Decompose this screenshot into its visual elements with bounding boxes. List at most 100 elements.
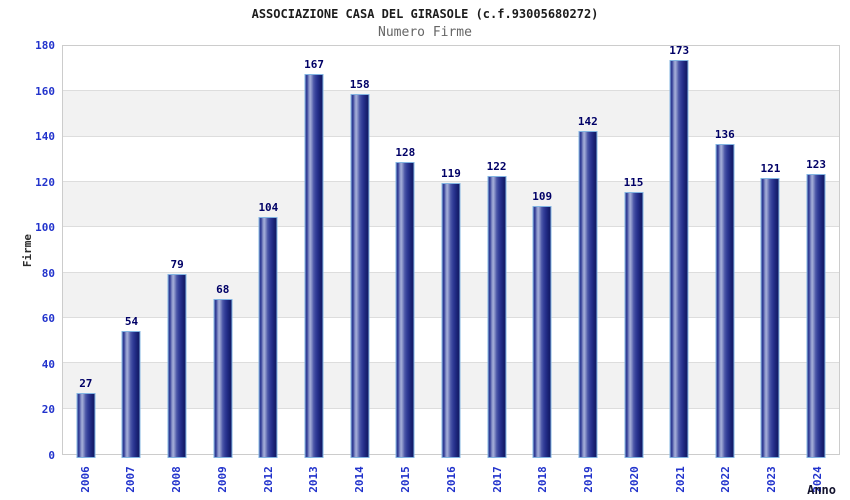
bars-layer: 27 54 79 68 104 167 158 128 119 122 109 142 115 173 13… <box>63 43 839 458</box>
x-tick-slot: 2008 <box>154 459 200 499</box>
bar-slot: 104 <box>246 46 292 458</box>
y-tick-label: 160 <box>35 84 55 98</box>
x-tick-slot: 2009 <box>199 459 245 499</box>
x-tick-label: 2014 <box>352 465 366 493</box>
bar <box>487 176 507 458</box>
bar-value-label: 104 <box>258 201 279 215</box>
bar-value-label: 54 <box>124 315 139 328</box>
x-tick-slot: 2013 <box>291 459 337 499</box>
gridline <box>63 135 839 137</box>
bar-value-label: 167 <box>304 57 324 71</box>
bar <box>213 299 233 458</box>
bar <box>76 392 96 458</box>
chart-title: ASSOCIAZIONE CASA DEL GIRASOLE (c.f.9300… <box>251 7 599 21</box>
bar-slot: 136 <box>702 46 748 458</box>
bar <box>669 59 689 458</box>
bar-value-label: 79 <box>170 258 184 272</box>
x-tick-slot: 2020 <box>611 459 657 499</box>
bar-value-label: 68 <box>216 283 230 297</box>
y-tick-label: 20 <box>41 403 55 417</box>
x-tick-label: 2006 <box>78 465 92 493</box>
bar-value-label: 109 <box>532 189 553 203</box>
bar <box>167 274 187 458</box>
bar-value-label: 128 <box>395 146 416 160</box>
y-tick-label: 60 <box>41 312 55 326</box>
bar-value-label: 27 <box>79 376 93 390</box>
bar-slot: 119 <box>428 46 474 458</box>
y-tick-label: 40 <box>41 357 55 371</box>
gridline <box>63 181 839 183</box>
x-tick-label: 2017 <box>490 465 504 493</box>
bar-slot: 121 <box>748 46 794 458</box>
bar <box>578 130 598 458</box>
y-tick-label: 100 <box>35 221 55 235</box>
bar <box>624 192 643 458</box>
bar <box>395 162 415 458</box>
bar <box>121 331 141 458</box>
bar-slot: 27 <box>63 46 109 458</box>
x-tick-label: 2019 <box>581 465 595 493</box>
bar-value-label: 123 <box>806 157 826 171</box>
y-tick-label: 140 <box>35 130 55 144</box>
y-tick-label: 180 <box>35 39 55 52</box>
x-tick-slot: 2017 <box>474 459 520 499</box>
chart-subtitle: Numero Firme <box>378 25 472 40</box>
bar-value-label: 136 <box>714 128 735 142</box>
x-tick-slot: 2007 <box>108 459 154 499</box>
x-axis-title: Anno <box>807 483 836 497</box>
x-tick-slot: 2019 <box>565 459 611 499</box>
x-tick-label: 2021 <box>673 465 687 493</box>
bar <box>304 73 324 458</box>
bar <box>350 94 370 458</box>
bar-value-label: 119 <box>441 166 461 180</box>
plot-band <box>63 46 839 92</box>
bar-slot: 109 <box>519 46 565 458</box>
bar-slot: 122 <box>474 46 520 458</box>
x-tick-label: 2009 <box>215 465 229 493</box>
y-axis: 0 20 40 60 80 100 120 140 160 180 <box>0 39 55 462</box>
x-tick-label: 2023 <box>764 465 778 493</box>
x-tick-label: 2015 <box>398 465 412 493</box>
bar-slot: 54 <box>109 46 155 458</box>
plot-area: 27 54 79 68 104 167 158 128 119 122 109 142 115 173 13… <box>62 43 840 458</box>
bar <box>258 217 278 458</box>
y-tick-label: 80 <box>41 266 55 280</box>
bar <box>715 144 735 458</box>
bar-slot: 79 <box>154 46 200 458</box>
bar <box>806 173 826 458</box>
bar-value-label: 122 <box>486 160 507 174</box>
y-tick-label: 120 <box>35 175 55 189</box>
bar-value-label: 121 <box>760 162 781 176</box>
plot-band <box>63 91 839 137</box>
x-axis: 2006 2007 2008 2009 2012 2013 2014 2015 2016 2017… <box>62 459 840 499</box>
x-tick-slot: 2016 <box>428 459 474 499</box>
x-tick-slot: 2015 <box>382 459 428 499</box>
x-tick-slot: 2006 <box>62 459 108 499</box>
bar-value-label: 142 <box>577 114 598 128</box>
x-tick-label: 2018 <box>536 465 550 493</box>
x-tick-slot: 2023 <box>748 459 794 499</box>
bar-slot: 167 <box>291 46 337 458</box>
x-tick-label: 2007 <box>124 465 138 493</box>
x-tick-label: 2022 <box>719 465 733 493</box>
x-tick-label: 2012 <box>261 465 275 493</box>
x-tick-slot: 2022 <box>703 459 749 499</box>
bar-value-label: 173 <box>669 43 690 57</box>
plot-band <box>63 136 839 183</box>
x-tick-slot: 2018 <box>520 459 566 499</box>
bar-slot: 173 <box>656 43 702 458</box>
bar <box>441 182 461 458</box>
y-tick-label: 0 <box>48 449 55 462</box>
bar-slot: 142 <box>565 46 611 458</box>
x-tick-label: 2016 <box>444 465 458 493</box>
gridline <box>63 90 839 92</box>
bar-value-label: 158 <box>349 78 370 92</box>
x-tick-label: 2020 <box>627 465 641 493</box>
x-tick-label: 2008 <box>169 465 183 493</box>
bar-slot: 123 <box>793 46 839 458</box>
x-tick-slot: 2012 <box>245 459 291 499</box>
x-tick-slot: 2014 <box>337 459 383 499</box>
bar-slot: 68 <box>200 46 246 458</box>
x-tick-slot: 2021 <box>657 459 703 499</box>
